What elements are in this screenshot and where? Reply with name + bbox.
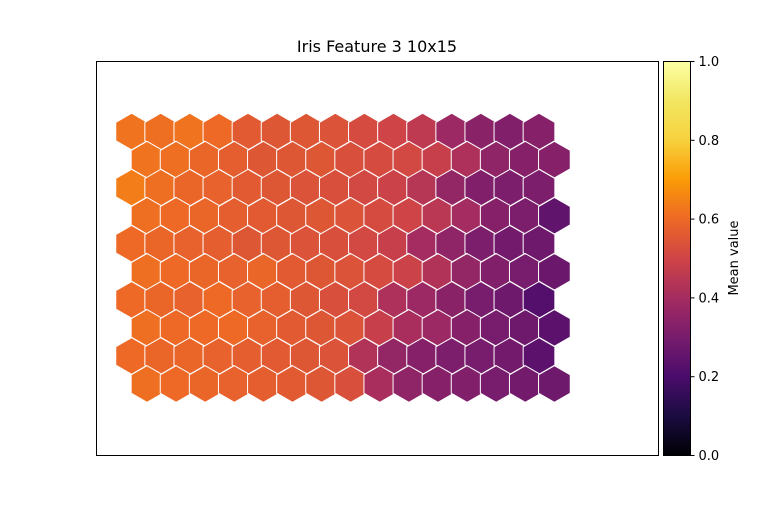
colorbar-tick-label: 0.6 <box>699 213 720 228</box>
colorbar-label: Mean value <box>727 220 742 295</box>
hex-cells <box>115 112 571 403</box>
colorbar-tick-label: 0.8 <box>699 134 720 149</box>
colorbar-tick-label: 1.0 <box>699 55 720 70</box>
colorbar-tick-label: 0.4 <box>699 291 720 306</box>
hex-cell <box>538 365 571 403</box>
colorbar-tick-label: 0.0 <box>699 449 720 464</box>
colorbar <box>663 61 691 456</box>
colorbar-ticks: 0.0 0.2 0.4 0.6 0.8 1.0 <box>690 55 720 464</box>
chart-title: Iris Feature 3 10x15 <box>297 37 457 56</box>
colorbar-tick-label: 0.2 <box>699 370 720 385</box>
